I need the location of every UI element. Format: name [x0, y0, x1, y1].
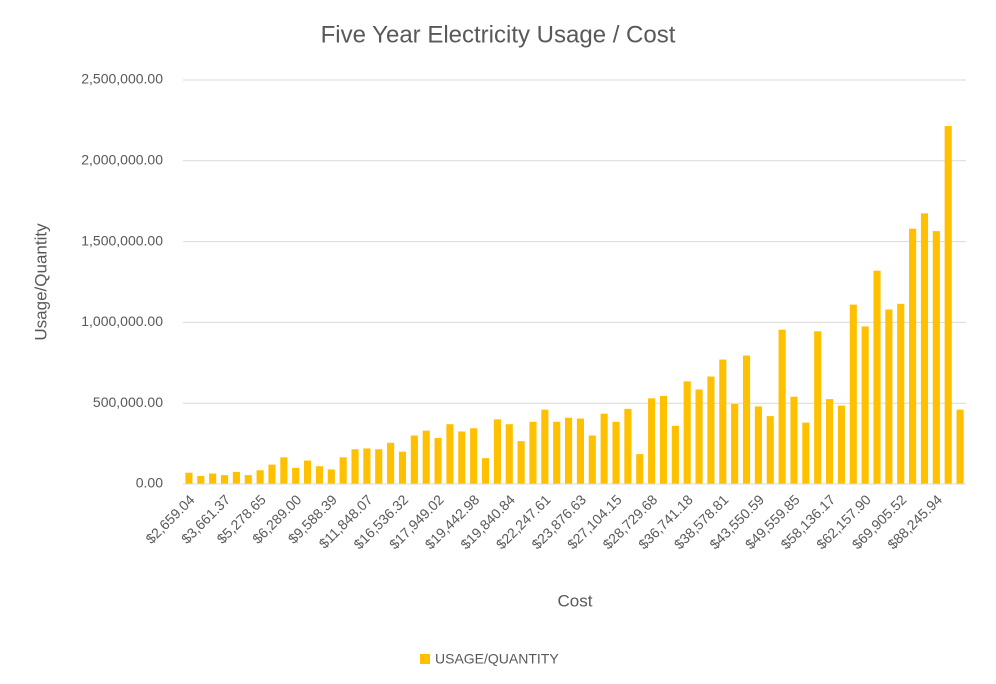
bar	[493, 419, 501, 484]
y-tick-label: 2,000,000.00	[81, 152, 163, 168]
bar	[434, 437, 442, 484]
bar	[481, 458, 490, 484]
bar	[671, 425, 679, 484]
bar	[600, 413, 608, 484]
bar	[932, 231, 940, 484]
bar	[458, 431, 466, 484]
bar	[339, 457, 347, 484]
bar	[517, 441, 525, 484]
bar	[659, 395, 668, 484]
bar	[256, 470, 264, 484]
bar	[398, 451, 407, 484]
bar	[387, 442, 395, 484]
bar	[541, 409, 549, 484]
bar	[873, 270, 881, 484]
y-tick-label: 1,500,000.00	[81, 232, 163, 248]
bar	[624, 408, 632, 484]
bar	[470, 428, 478, 484]
bar	[232, 471, 240, 484]
bar	[802, 422, 810, 484]
bar	[944, 126, 952, 484]
y-tick-label: 1,000,000.00	[81, 313, 163, 329]
bar	[778, 329, 786, 484]
bar	[375, 449, 383, 484]
bar	[292, 467, 300, 484]
legend-label: USAGE/QUANTITY	[435, 651, 559, 667]
bar	[410, 435, 418, 484]
bar	[766, 416, 774, 484]
bar	[754, 406, 762, 484]
y-tick-label: 2,500,000.00	[81, 71, 163, 87]
bar	[529, 421, 537, 484]
x-axis-title: Cost	[558, 591, 593, 610]
bar	[446, 424, 454, 484]
bar	[909, 228, 917, 484]
bar	[636, 454, 644, 484]
chart-title: Five Year Electricity Usage / Cost	[321, 21, 676, 48]
bar	[731, 404, 739, 484]
bar	[719, 359, 727, 484]
bar	[588, 435, 596, 484]
y-tick-label: 500,000.00	[93, 394, 163, 410]
y-axis-title: Usage/Quantity	[31, 223, 50, 341]
bar	[742, 355, 751, 484]
bar	[209, 473, 217, 484]
bar	[553, 421, 561, 484]
y-tick-label: 0.00	[136, 475, 163, 491]
bar	[612, 421, 620, 484]
bar	[280, 457, 288, 484]
bar	[897, 303, 905, 484]
bar	[304, 460, 312, 484]
bar	[837, 405, 845, 484]
bar	[576, 418, 584, 484]
bar	[327, 469, 335, 484]
bar	[197, 475, 205, 484]
bar	[185, 472, 193, 484]
bar	[505, 424, 513, 484]
bar	[268, 464, 276, 484]
bar	[683, 381, 691, 484]
bar	[565, 417, 573, 484]
bar	[861, 326, 869, 484]
bar	[363, 448, 371, 484]
bar	[648, 398, 656, 484]
bar	[826, 399, 834, 484]
bar	[220, 475, 229, 484]
bar	[885, 309, 893, 484]
bar	[920, 213, 929, 484]
bar	[315, 466, 323, 484]
bar	[956, 409, 964, 484]
bar	[790, 396, 798, 484]
bar	[422, 430, 430, 484]
bar	[244, 475, 252, 484]
bar	[707, 376, 715, 484]
bar	[695, 389, 703, 484]
bar	[351, 449, 359, 484]
bar	[849, 304, 857, 484]
legend-swatch	[420, 654, 430, 664]
bar	[814, 331, 822, 484]
